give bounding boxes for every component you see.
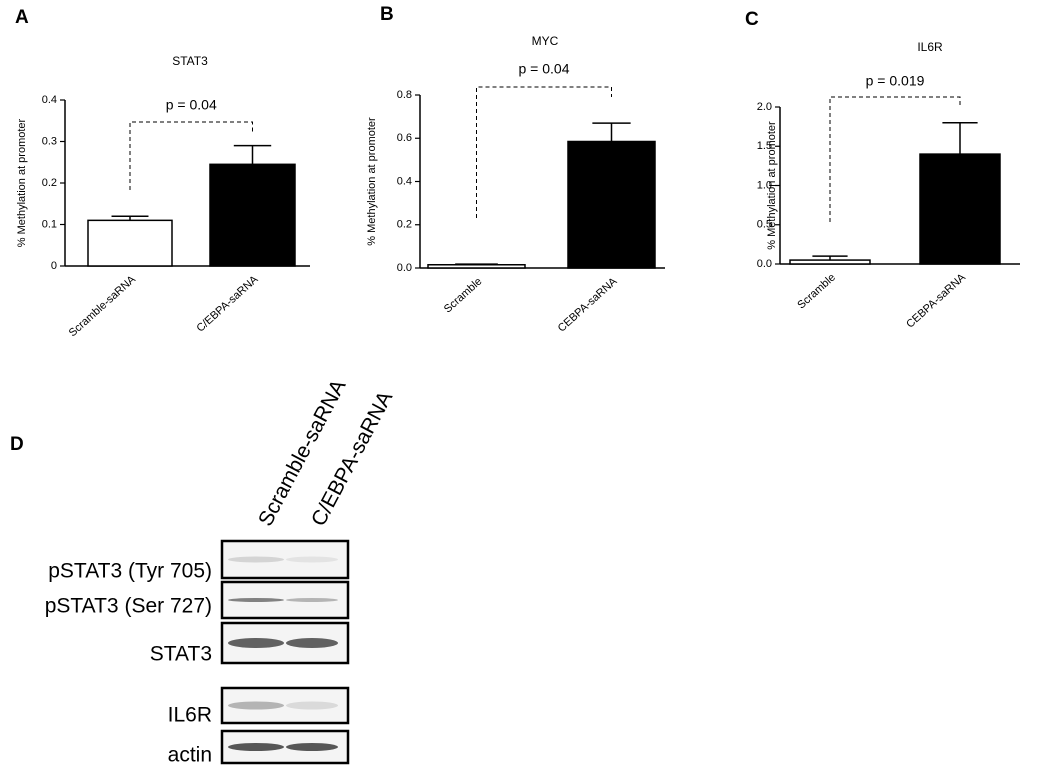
- band: [286, 701, 338, 710]
- x-tick-label: Scramble: [442, 275, 485, 315]
- chart-title: IL6R: [917, 40, 943, 54]
- significance-bracket: [129, 121, 253, 190]
- y-tick-label: 1.5: [757, 140, 772, 152]
- significance-bracket: [829, 96, 961, 222]
- y-tick-label: 2.0: [757, 101, 772, 113]
- y-tick-label: 0.2: [42, 177, 57, 189]
- band: [228, 598, 284, 602]
- y-axis-label: % Methylation at promoter: [16, 118, 28, 247]
- p-value: p = 0.019: [866, 73, 925, 89]
- y-tick-label: 0.0: [397, 262, 412, 274]
- panel-letter: A: [15, 7, 29, 28]
- y-tick-label: 0.4: [42, 94, 57, 106]
- error-bar: [455, 263, 498, 265]
- blot-frame: [220, 686, 350, 725]
- error-bar: [592, 122, 631, 142]
- p-value: p = 0.04: [166, 97, 217, 113]
- band: [228, 638, 284, 648]
- band: [228, 701, 284, 710]
- chart-title: STAT3: [172, 54, 208, 68]
- band: [286, 743, 338, 751]
- significance-bracket: [476, 86, 612, 218]
- row-label: IL6R: [168, 704, 212, 727]
- band: [228, 556, 284, 563]
- row-label: actin: [168, 744, 212, 767]
- p-value: p = 0.04: [519, 61, 570, 77]
- panel-letter: B: [380, 4, 394, 25]
- y-tick-label: 0.1: [42, 218, 57, 230]
- band: [228, 743, 284, 751]
- panel-letter: D: [10, 434, 24, 455]
- y-tick-label: 0.5: [757, 219, 772, 231]
- bar: [789, 259, 871, 265]
- blot-frame: [220, 539, 350, 580]
- chart-title: MYC: [532, 34, 559, 48]
- panel-letter: C: [745, 9, 759, 30]
- bar: [567, 140, 656, 269]
- y-tick-label: 0.0: [757, 258, 772, 270]
- error-bar: [812, 255, 848, 261]
- band: [286, 598, 338, 602]
- bar: [209, 163, 296, 267]
- x-tick-label: Scramble-saRNA: [67, 273, 139, 339]
- x-tick-label: C/EBPA-saRNA: [194, 273, 261, 335]
- bar: [427, 264, 526, 269]
- y-tick-label: 0.3: [42, 135, 57, 147]
- y-tick-label: 0.2: [397, 219, 412, 231]
- y-tick-label: 0: [51, 260, 57, 272]
- x-tick-label: Scramble: [795, 271, 838, 311]
- row-label: pSTAT3 (Tyr 705): [48, 560, 212, 583]
- error-bar: [942, 121, 978, 155]
- band: [286, 638, 338, 648]
- y-tick-label: 0.6: [397, 132, 412, 144]
- y-axis-label: % Methylation at promoter: [366, 117, 378, 246]
- y-tick-label: 0.4: [397, 175, 412, 187]
- y-tick-label: 0.8: [397, 89, 412, 101]
- row-label: pSTAT3 (Ser 727): [45, 595, 212, 618]
- x-tick-label: CEBPA-saRNA: [904, 271, 968, 331]
- row-label: STAT3: [150, 643, 212, 666]
- y-tick-label: 1.0: [757, 179, 772, 191]
- bar: [87, 219, 173, 267]
- error-bar: [233, 144, 272, 165]
- error-bar: [111, 215, 149, 221]
- x-tick-label: CEBPA-saRNA: [556, 275, 620, 335]
- y-axis-label: % Methylation at promoter: [766, 121, 778, 250]
- band: [286, 556, 338, 563]
- bar: [919, 153, 1001, 265]
